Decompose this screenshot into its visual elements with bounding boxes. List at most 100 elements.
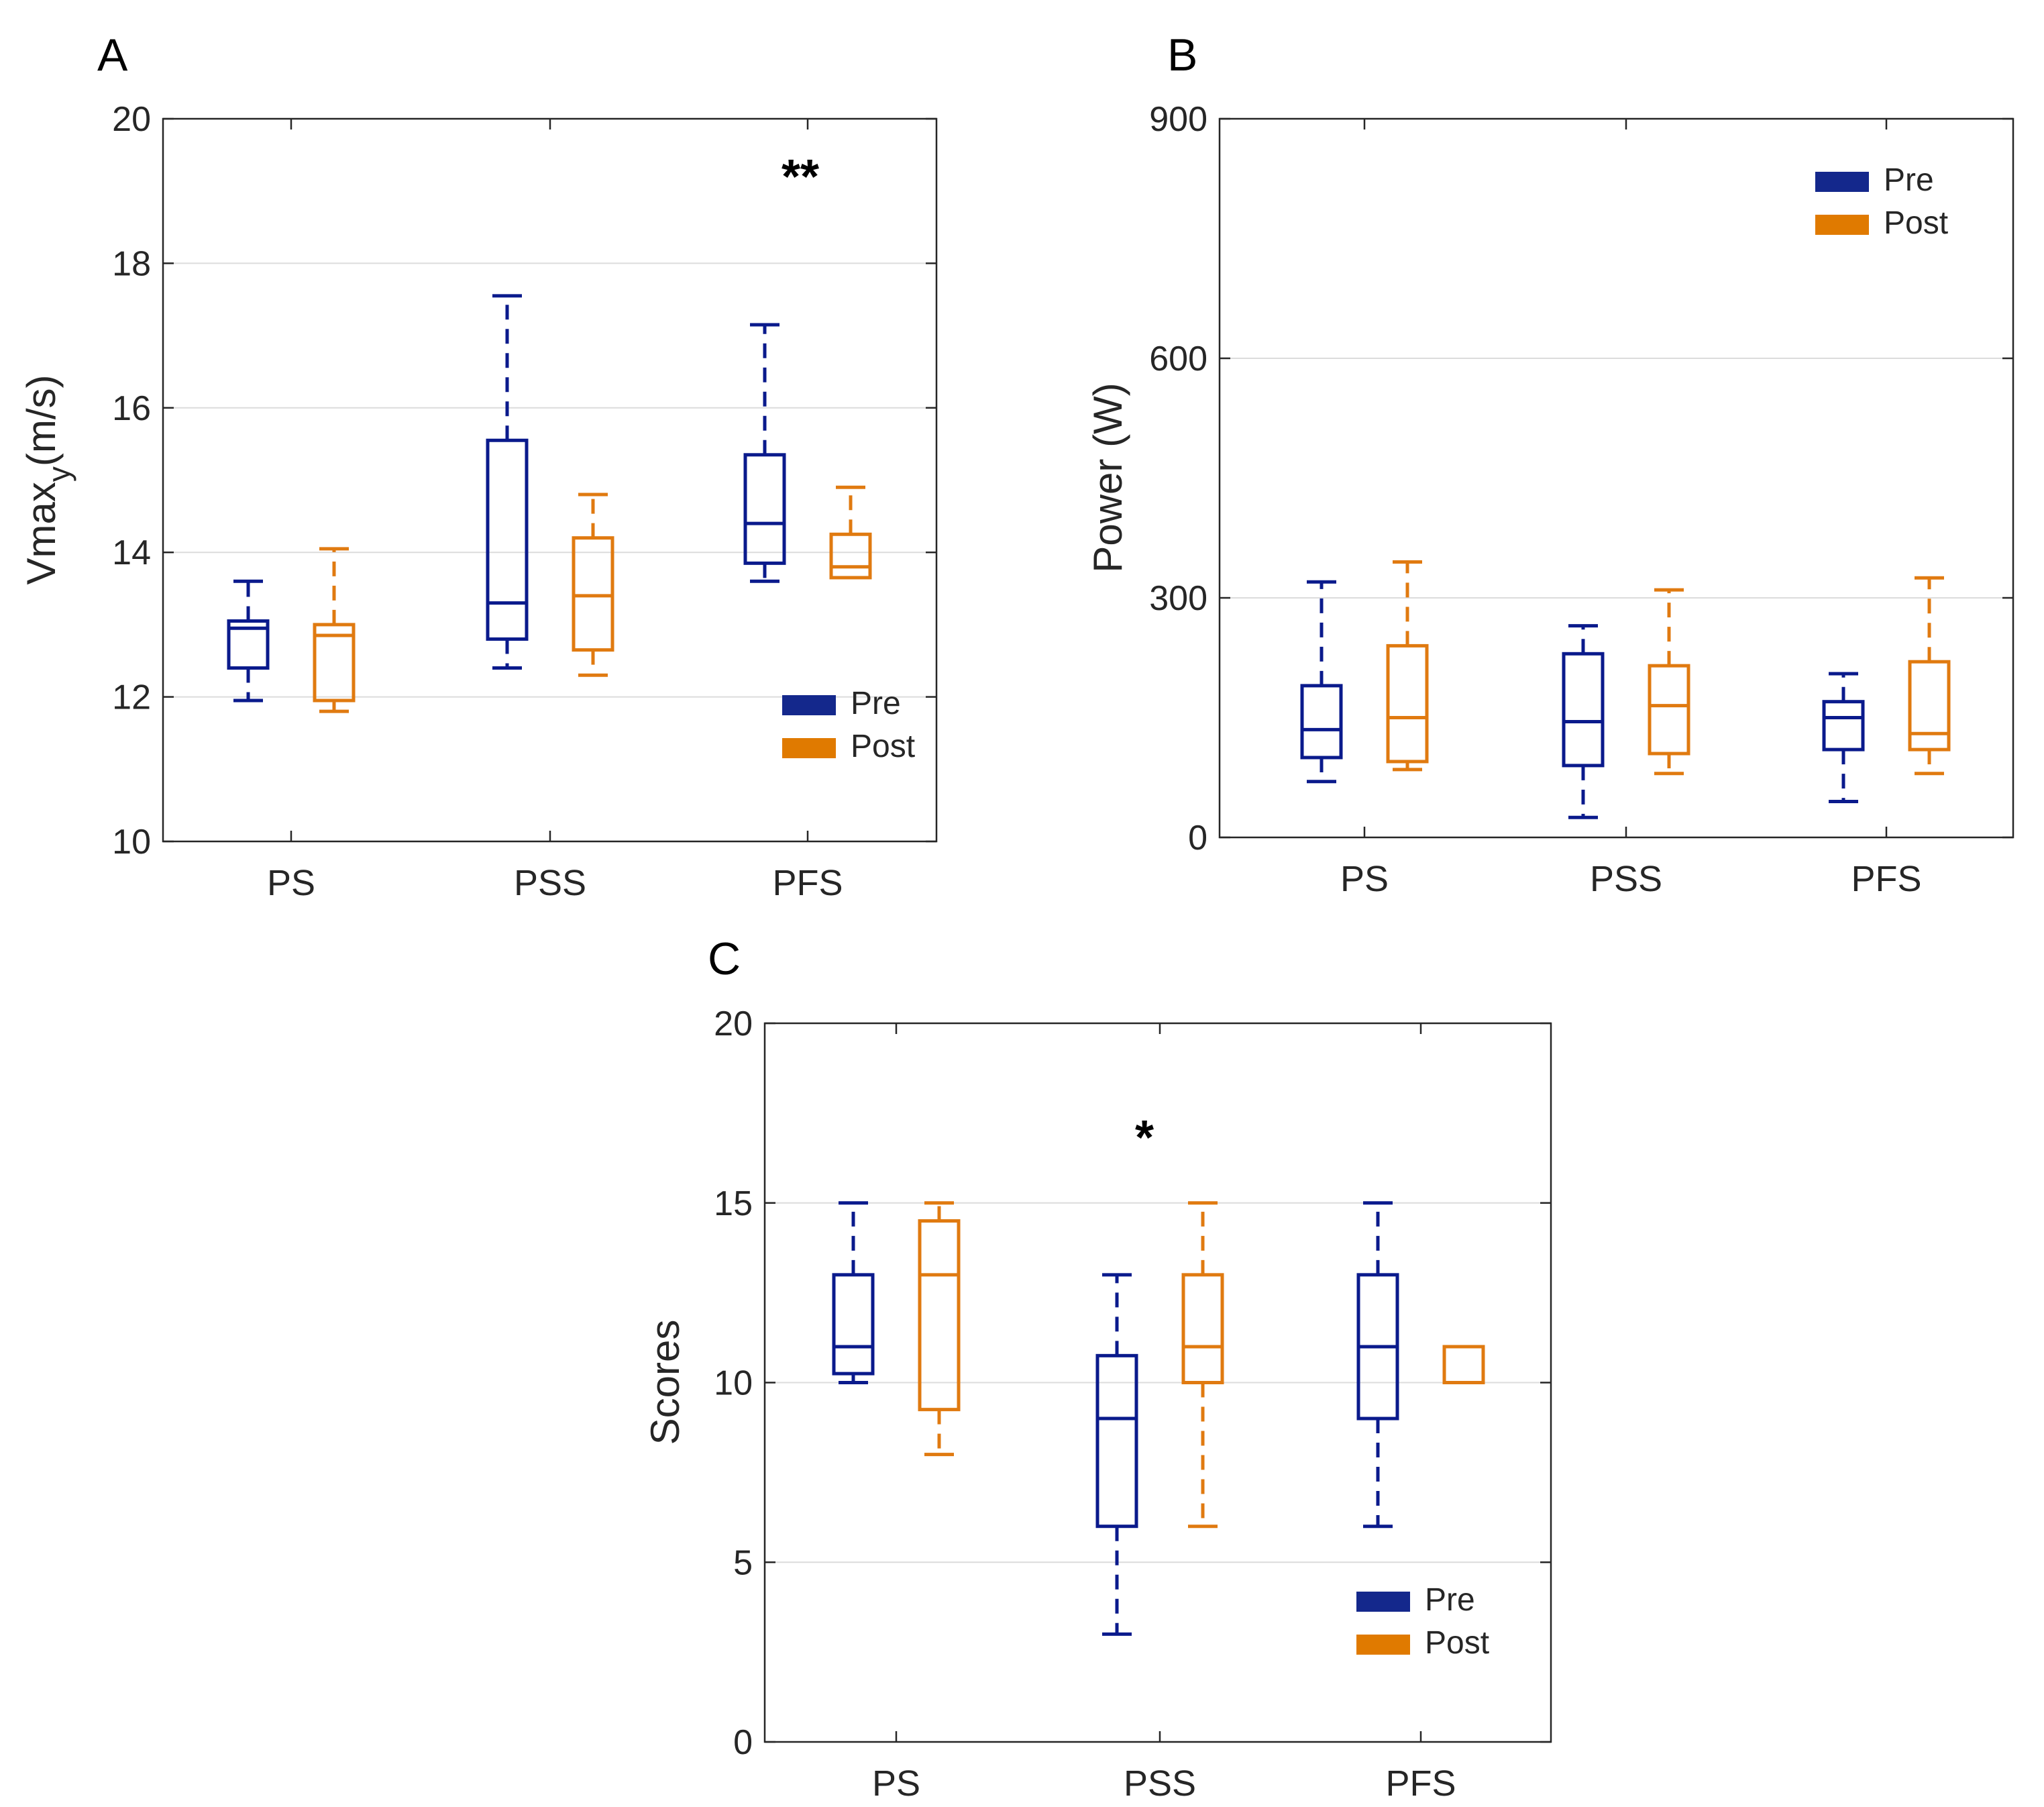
panel-a-legend: Pre Post bbox=[782, 686, 915, 764]
iqr-box bbox=[829, 532, 872, 580]
ytick-label: 20 bbox=[112, 100, 151, 139]
box-pre-pfs bbox=[743, 323, 786, 583]
iqr-box bbox=[1300, 684, 1343, 760]
box-post-pss bbox=[1181, 1201, 1224, 1529]
box-post-ps bbox=[918, 1201, 961, 1457]
panel-a-ylabel: Vmaxy(m/s) bbox=[19, 375, 76, 585]
panel-c-category-labels: PS PSS PFS bbox=[872, 1763, 1456, 1804]
panel-letter-c: C bbox=[708, 933, 741, 984]
category-label: PS bbox=[1340, 859, 1389, 899]
panel-c-legend: Pre Post bbox=[1356, 1582, 1489, 1661]
panel-b-legend: Pre Post bbox=[1815, 162, 1948, 241]
iqr-box bbox=[572, 536, 614, 652]
ytick-label: 15 bbox=[714, 1184, 753, 1223]
panel-c: C 0 5 10 15 20 PS PSS PFS Scores * Pre Post bbox=[643, 933, 1552, 1804]
box-post-ps bbox=[1386, 560, 1429, 772]
panel-b-category-labels: PS PSS PFS bbox=[1340, 859, 1922, 899]
panel-a-boxes bbox=[227, 294, 872, 713]
box-pre-pfs bbox=[1822, 672, 1865, 803]
panel-c-ytick-labels: 0 5 10 15 20 bbox=[714, 1004, 753, 1762]
legend-pre-swatch bbox=[1815, 172, 1869, 192]
panel-c-grid bbox=[765, 1202, 1551, 1563]
iqr-box bbox=[313, 623, 356, 703]
legend-post-label: Post bbox=[1425, 1625, 1489, 1661]
ytick-label: 600 bbox=[1149, 340, 1207, 378]
iqr-box bbox=[1386, 643, 1429, 764]
panel-c-axes-frame bbox=[763, 1022, 1552, 1743]
category-label: PSS bbox=[1590, 859, 1662, 899]
iqr-box bbox=[486, 438, 529, 641]
panel-c-ylabel: Scores bbox=[643, 1320, 688, 1445]
iqr-box bbox=[227, 619, 270, 670]
panel-b-ytick-labels: 0 300 600 900 bbox=[1149, 100, 1207, 858]
legend-post-swatch bbox=[782, 738, 836, 758]
legend-pre-label: Pre bbox=[1425, 1582, 1475, 1618]
panel-b-grid bbox=[1220, 358, 2013, 599]
panel-b-axes-frame bbox=[1218, 117, 2014, 839]
category-label: PFS bbox=[1385, 1763, 1456, 1804]
ytick-label: 300 bbox=[1149, 579, 1207, 618]
iqr-box bbox=[1822, 700, 1865, 752]
panel-a-ticks bbox=[163, 117, 936, 843]
ytick-label: 10 bbox=[714, 1364, 753, 1403]
panel-b: B 0 300 600 900 PS PSS PFS Power (W) Pre Post bbox=[1085, 30, 2014, 899]
panel-c-significance: * bbox=[1135, 1111, 1154, 1165]
legend-post-label: Post bbox=[851, 729, 915, 764]
ytick-label: 14 bbox=[112, 533, 151, 572]
category-label: PFS bbox=[772, 863, 843, 903]
iqr-box bbox=[832, 1273, 875, 1376]
legend-post-label: Post bbox=[1884, 205, 1948, 241]
panel-c-boxes bbox=[832, 1201, 1485, 1636]
box-pre-pss bbox=[1095, 1273, 1138, 1636]
category-label: PSS bbox=[514, 863, 586, 903]
ytick-label: 18 bbox=[112, 244, 151, 283]
panel-b-ylabel: Power (W) bbox=[1085, 382, 1130, 572]
legend-post-swatch bbox=[1815, 215, 1869, 235]
box-pre-ps bbox=[1300, 580, 1343, 784]
legend-post-swatch bbox=[1356, 1635, 1410, 1655]
ytick-label: 12 bbox=[112, 678, 151, 717]
legend-pre-label: Pre bbox=[851, 686, 901, 721]
panel-a-ytick-labels: 10 12 14 16 18 20 bbox=[112, 100, 151, 862]
legend-pre-swatch bbox=[1356, 1592, 1410, 1612]
iqr-box bbox=[918, 1219, 961, 1412]
panel-a-category-labels: PS PSS PFS bbox=[267, 863, 843, 903]
ytick-label: 0 bbox=[733, 1723, 753, 1762]
iqr-box bbox=[1648, 664, 1690, 756]
panel-b-boxes bbox=[1300, 560, 1951, 819]
category-label: PFS bbox=[1851, 859, 1921, 899]
category-label: PS bbox=[872, 1763, 920, 1804]
panel-a: A 10 12 14 16 18 20 PS PSS PFS Vmaxy(m/s) ** Pr… bbox=[19, 30, 938, 903]
box-pre-ps bbox=[227, 579, 270, 703]
box-post-ps bbox=[313, 547, 356, 713]
box-pre-pfs bbox=[1356, 1201, 1399, 1529]
panel-a-axes-frame bbox=[162, 117, 938, 843]
box-pre-pss bbox=[486, 294, 529, 670]
box-post-pss bbox=[572, 493, 614, 677]
box-pre-ps bbox=[832, 1201, 875, 1384]
category-label: PS bbox=[267, 863, 315, 903]
panel-a-grid bbox=[163, 262, 936, 698]
iqr-box bbox=[1181, 1273, 1224, 1384]
panel-letter-b: B bbox=[1167, 30, 1197, 81]
legend-pre-swatch bbox=[782, 695, 836, 715]
ytick-label: 5 bbox=[733, 1543, 753, 1582]
panel-a-significance: ** bbox=[782, 150, 819, 204]
box-post-pfs bbox=[1442, 1345, 1485, 1384]
box-post-pss bbox=[1648, 588, 1690, 776]
panel-letter-a: A bbox=[97, 30, 128, 81]
iqr-box bbox=[1908, 660, 1951, 752]
iqr-box bbox=[1095, 1353, 1138, 1529]
ytick-label: 20 bbox=[714, 1004, 753, 1043]
category-label: PSS bbox=[1124, 1763, 1196, 1804]
iqr-box bbox=[1442, 1345, 1485, 1384]
box-post-pfs bbox=[1908, 576, 1951, 776]
ytick-label: 900 bbox=[1149, 100, 1207, 139]
iqr-box bbox=[743, 453, 786, 565]
iqr-box bbox=[1562, 652, 1605, 768]
box-post-pfs bbox=[829, 485, 872, 580]
ytick-label: 16 bbox=[112, 389, 151, 428]
box-pre-pss bbox=[1562, 624, 1605, 819]
ytick-label: 0 bbox=[1188, 819, 1207, 858]
